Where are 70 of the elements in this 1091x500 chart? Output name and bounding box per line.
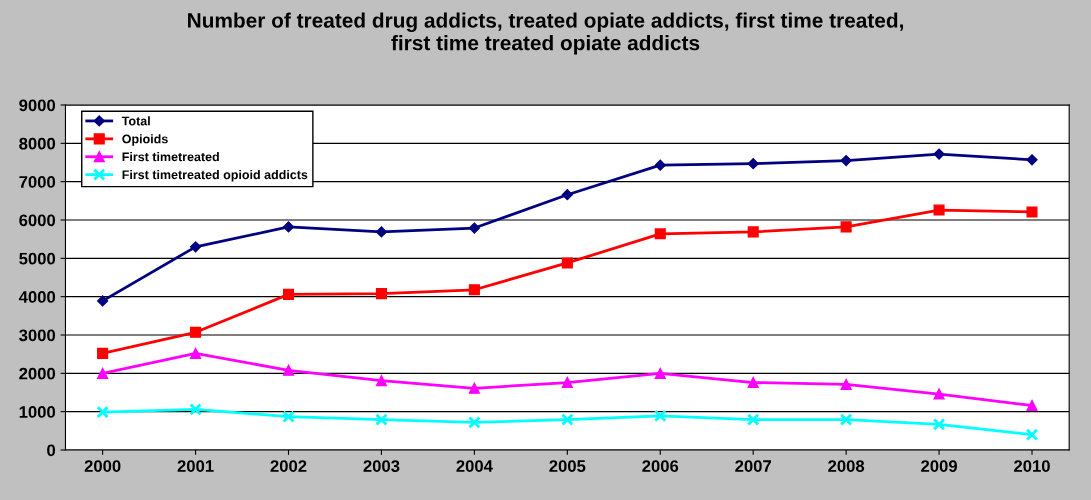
x-tick-label: 2002 [270, 460, 307, 472]
point [561, 376, 573, 389]
point [97, 367, 109, 379]
point [933, 148, 945, 160]
x-tick-label: 2000 [84, 460, 121, 472]
point [282, 364, 295, 376]
point [840, 378, 852, 391]
point [1026, 154, 1038, 166]
point [468, 382, 480, 394]
x-tick-label: 2009 [921, 460, 957, 472]
legend-label: First timetreated opioid addicts [122, 169, 308, 182]
point [840, 154, 852, 167]
point [468, 284, 480, 296]
y-tick-label: 0 [47, 444, 56, 457]
point [190, 326, 202, 338]
point [1026, 206, 1038, 218]
point [375, 226, 388, 238]
legend-label: Opioids [122, 134, 168, 146]
y-tick-label: 8000 [19, 137, 56, 150]
point [189, 403, 202, 416]
x-tick-label: 2004 [456, 460, 493, 472]
point [747, 376, 759, 389]
point [375, 413, 388, 426]
point [747, 226, 759, 238]
x-tick-label: 2007 [735, 460, 771, 472]
point [282, 410, 295, 423]
legend-label: First timetreated [122, 152, 219, 162]
point [654, 159, 666, 171]
x-tick-label: 2005 [549, 460, 586, 472]
point [1026, 399, 1038, 412]
chart-title: Number of treated drug addicts, treated opiate addicts, first time treated, first time treated opiate addicts [188, 12, 903, 55]
point [746, 413, 760, 426]
y-tick-label: 4000 [18, 291, 56, 303]
x-tick-label: 2008 [828, 460, 865, 472]
point [97, 347, 109, 359]
y-tick-label: 9000 [19, 99, 56, 112]
y-tick-label: 7000 [19, 176, 56, 188]
point [839, 413, 853, 426]
y-tick-label: 5000 [19, 252, 56, 265]
point [97, 295, 109, 307]
point [747, 158, 759, 170]
y-tick-label: 3000 [19, 329, 56, 342]
y-tick-label: 6000 [19, 214, 56, 227]
y-tick-label: 2000 [19, 367, 56, 380]
y-tick-label: 1000 [19, 406, 56, 418]
x-tick-label: 2006 [642, 460, 679, 472]
point [282, 288, 295, 300]
x-tick-label: 2001 [177, 460, 214, 472]
x-tick-label: 2010 [1014, 460, 1050, 472]
point [654, 409, 667, 423]
point [933, 204, 945, 216]
point [189, 241, 202, 253]
point [1025, 428, 1039, 441]
legend-label: Total [121, 116, 150, 126]
point [561, 189, 573, 201]
point [468, 222, 480, 234]
point [282, 221, 295, 233]
point [561, 413, 574, 426]
point [654, 228, 666, 240]
point [96, 405, 109, 419]
x-tick-label: 2003 [363, 460, 400, 472]
point [932, 418, 946, 431]
point [190, 347, 202, 359]
point [654, 367, 666, 379]
point [375, 375, 388, 387]
point [375, 288, 388, 300]
point [933, 388, 945, 400]
point [561, 257, 573, 269]
point [468, 416, 481, 429]
point [840, 221, 852, 233]
